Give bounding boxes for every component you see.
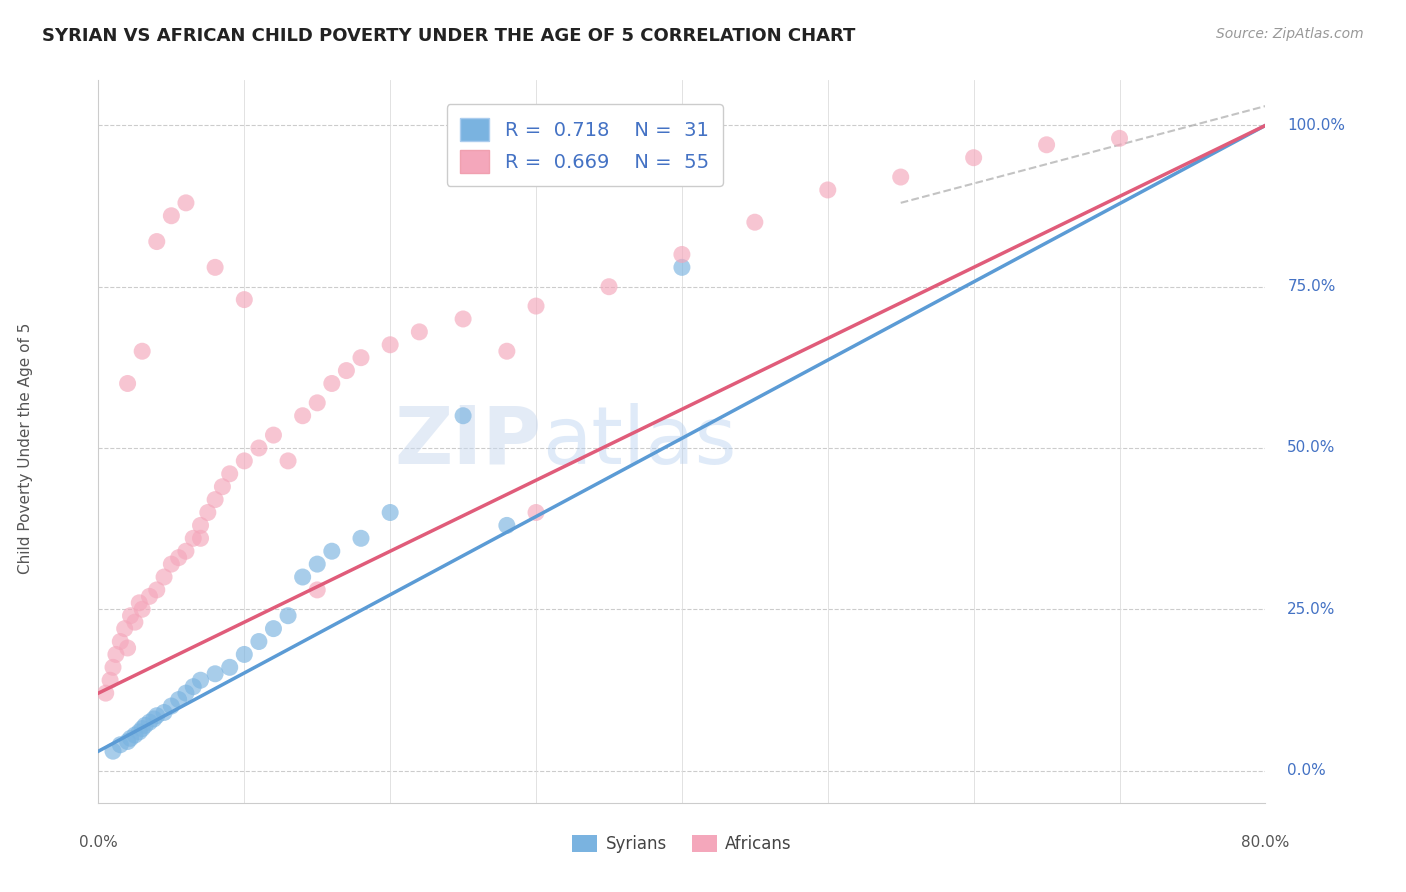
- Point: [291, 570, 314, 584]
- Point: [671, 247, 693, 261]
- Point: [114, 622, 136, 636]
- Point: [138, 590, 160, 604]
- Point: [153, 570, 176, 584]
- Point: [128, 596, 150, 610]
- Point: [307, 557, 329, 571]
- Point: [218, 660, 240, 674]
- Point: [174, 686, 197, 700]
- Point: [146, 235, 169, 249]
- Point: [524, 506, 547, 520]
- Point: [451, 312, 474, 326]
- Point: [335, 363, 357, 377]
- Text: ZIP: ZIP: [395, 402, 541, 481]
- Point: [124, 615, 146, 630]
- Point: [496, 518, 519, 533]
- Point: [101, 744, 124, 758]
- Point: [277, 608, 299, 623]
- Point: [204, 666, 226, 681]
- Point: [211, 480, 233, 494]
- Point: [524, 299, 547, 313]
- Text: 75.0%: 75.0%: [1288, 279, 1336, 294]
- Point: [131, 344, 153, 359]
- Point: [131, 602, 153, 616]
- Point: [277, 454, 299, 468]
- Point: [101, 660, 124, 674]
- Point: [124, 728, 146, 742]
- Text: 50.0%: 50.0%: [1288, 441, 1336, 456]
- Legend: Syrians, Africans: Syrians, Africans: [565, 828, 799, 860]
- Text: 0.0%: 0.0%: [79, 835, 118, 850]
- Point: [160, 209, 183, 223]
- Text: SYRIAN VS AFRICAN CHILD POVERTY UNDER THE AGE OF 5 CORRELATION CHART: SYRIAN VS AFRICAN CHILD POVERTY UNDER TH…: [42, 27, 856, 45]
- Point: [890, 169, 912, 184]
- Point: [1108, 131, 1130, 145]
- Point: [204, 492, 226, 507]
- Point: [98, 673, 121, 688]
- Text: 100.0%: 100.0%: [1288, 118, 1346, 133]
- Point: [380, 338, 402, 352]
- Point: [962, 151, 984, 165]
- Point: [160, 699, 183, 714]
- Point: [321, 376, 343, 391]
- Point: [167, 692, 190, 706]
- Point: [117, 734, 139, 748]
- Point: [350, 351, 373, 365]
- Text: 80.0%: 80.0%: [1241, 835, 1289, 850]
- Point: [233, 293, 256, 307]
- Point: [110, 738, 132, 752]
- Point: [233, 454, 256, 468]
- Text: Source: ZipAtlas.com: Source: ZipAtlas.com: [1216, 27, 1364, 41]
- Point: [598, 279, 620, 293]
- Point: [744, 215, 766, 229]
- Point: [247, 634, 270, 648]
- Point: [190, 518, 212, 533]
- Text: atlas: atlas: [541, 402, 737, 481]
- Point: [117, 640, 139, 655]
- Text: Child Poverty Under the Age of 5: Child Poverty Under the Age of 5: [18, 322, 32, 574]
- Point: [408, 325, 430, 339]
- Point: [120, 731, 142, 746]
- Point: [263, 622, 285, 636]
- Point: [307, 396, 329, 410]
- Point: [174, 195, 197, 210]
- Point: [1035, 137, 1057, 152]
- Point: [496, 344, 519, 359]
- Point: [671, 260, 693, 275]
- Text: 0.0%: 0.0%: [1288, 763, 1326, 778]
- Point: [146, 582, 169, 597]
- Point: [291, 409, 314, 423]
- Point: [190, 531, 212, 545]
- Point: [350, 531, 373, 545]
- Point: [307, 582, 329, 597]
- Point: [142, 712, 165, 726]
- Point: [138, 715, 160, 730]
- Point: [146, 708, 169, 723]
- Point: [167, 550, 190, 565]
- Point: [160, 557, 183, 571]
- Point: [190, 673, 212, 688]
- Point: [174, 544, 197, 558]
- Point: [104, 648, 127, 662]
- Point: [120, 608, 142, 623]
- Point: [218, 467, 240, 481]
- Point: [94, 686, 117, 700]
- Point: [117, 376, 139, 391]
- Point: [817, 183, 839, 197]
- Point: [233, 648, 256, 662]
- Point: [128, 724, 150, 739]
- Point: [451, 409, 474, 423]
- Text: 25.0%: 25.0%: [1288, 602, 1336, 616]
- Point: [321, 544, 343, 558]
- Point: [204, 260, 226, 275]
- Point: [181, 680, 204, 694]
- Point: [131, 722, 153, 736]
- Point: [153, 706, 176, 720]
- Point: [134, 718, 156, 732]
- Point: [247, 441, 270, 455]
- Point: [181, 531, 204, 545]
- Point: [380, 506, 402, 520]
- Point: [110, 634, 132, 648]
- Point: [197, 506, 219, 520]
- Point: [263, 428, 285, 442]
